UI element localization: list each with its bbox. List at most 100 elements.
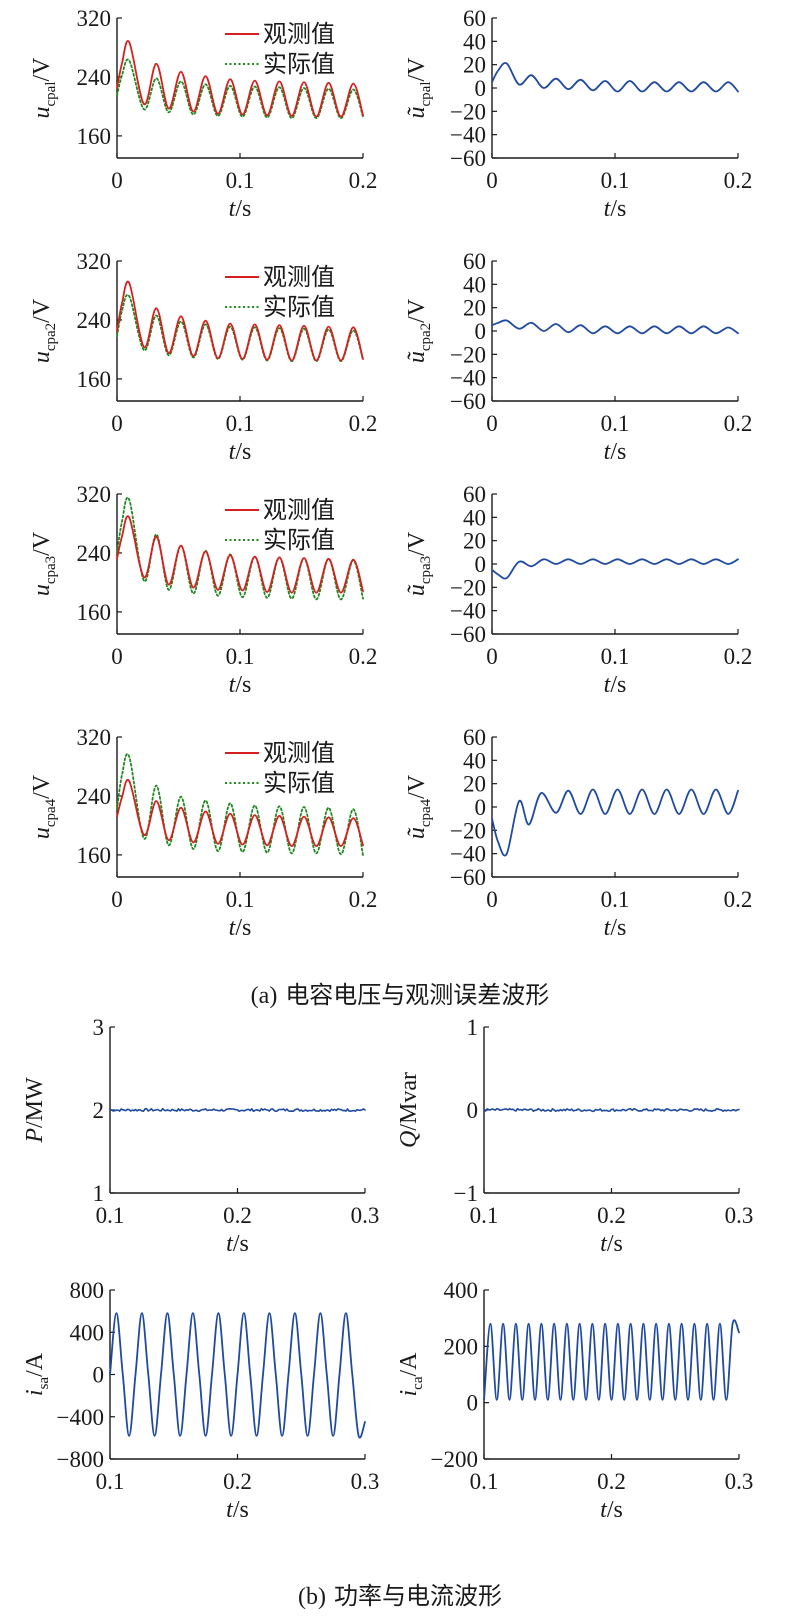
x-tick-label: 0.1	[226, 887, 255, 912]
x-tick-label: 0.1	[96, 1203, 125, 1228]
x-tick-label: 0.2	[349, 411, 378, 436]
x-axis-label: t/s	[604, 672, 627, 698]
x-tick-label: 0.1	[601, 887, 630, 912]
y-tick-label: 1	[93, 1181, 105, 1206]
series-error-line	[491, 62, 739, 93]
y-axis-label: P/MW	[22, 1077, 48, 1144]
series-observed-line	[116, 515, 364, 594]
x-tick-label: 0.1	[601, 168, 630, 193]
x-tick-label: 0.2	[724, 411, 753, 436]
x-tick-label: 0.1	[96, 1469, 125, 1494]
y-tick-label: 40	[463, 272, 486, 297]
legend-observed-label: 观测值	[263, 263, 335, 291]
y-tick-label: 320	[77, 482, 112, 507]
legend-actual-label: 实际值	[263, 293, 335, 321]
y-axis-label: ucpal/V	[29, 57, 59, 119]
y-tick-label: 40	[463, 505, 486, 530]
y-tick-label: −800	[57, 1447, 104, 1472]
y-tick-label: −40	[450, 366, 486, 391]
x-axis-label: t/s	[604, 439, 627, 465]
x-axis-label: t/s	[229, 196, 252, 222]
y-tick-label: −20	[450, 575, 486, 600]
y-tick-label: 40	[463, 748, 486, 773]
x-axis-label: t/s	[600, 1231, 623, 1257]
series-error-line	[491, 319, 739, 335]
x-tick-label: 0.2	[349, 887, 378, 912]
y-tick-label: −60	[450, 146, 486, 171]
y-tick-label: 0	[467, 1391, 479, 1416]
y-tick-label: 240	[77, 784, 112, 809]
legend-observed-label: 观测值	[263, 20, 335, 48]
x-tick-label: 0.1	[226, 644, 255, 669]
y-axis-label: Q/Mvar	[396, 1072, 422, 1148]
y-tick-label: −400	[57, 1405, 104, 1430]
series-error-line	[109, 1107, 366, 1113]
y-tick-label: −20	[450, 342, 486, 367]
x-tick-label: 0.1	[226, 411, 255, 436]
y-tick-label: 400	[444, 1278, 479, 1303]
y-tick-label: 160	[77, 600, 112, 625]
y-axis-label: isa/A	[22, 1352, 52, 1396]
y-tick-label: 0	[467, 1098, 479, 1123]
y-tick-label: 200	[444, 1334, 479, 1359]
x-tick-label: 0	[486, 644, 498, 669]
series-error-line	[491, 788, 739, 857]
y-tick-label: 20	[463, 53, 486, 78]
legend-actual-label: 实际值	[263, 769, 335, 797]
y-tick-label: −60	[450, 622, 486, 647]
y-axis-label: ũcpa3/V	[404, 531, 434, 596]
series-error-line	[483, 1319, 740, 1401]
series-error-line	[491, 558, 739, 580]
y-tick-label: 0	[475, 76, 487, 101]
series-observed-line	[116, 778, 364, 848]
x-tick-label: 0.2	[223, 1469, 252, 1494]
y-tick-label: 0	[475, 795, 487, 820]
y-tick-label: 0	[475, 319, 487, 344]
y-tick-label: −20	[450, 99, 486, 124]
y-tick-label: 40	[463, 29, 486, 54]
y-tick-label: −1	[454, 1181, 478, 1206]
series-error-line	[109, 1312, 366, 1439]
y-axis-label: ũcpal/V	[404, 57, 434, 119]
x-tick-label: 0.3	[725, 1469, 754, 1494]
y-tick-label: −200	[431, 1447, 478, 1472]
y-tick-label: 20	[463, 772, 486, 797]
y-tick-label: 320	[77, 249, 112, 274]
x-tick-label: 0.1	[226, 168, 255, 193]
series-error-line	[483, 1107, 740, 1113]
x-axis-label: t/s	[226, 1497, 249, 1523]
y-tick-label: −40	[450, 842, 486, 867]
x-tick-label: 0	[486, 887, 498, 912]
x-axis-label: t/s	[226, 1231, 249, 1257]
y-tick-label: 20	[463, 296, 486, 321]
legend-actual-label: 实际值	[263, 526, 335, 554]
y-tick-label: 240	[77, 541, 112, 566]
y-tick-label: 400	[70, 1320, 105, 1345]
x-tick-label: 0.1	[470, 1203, 499, 1228]
x-tick-label: 0.2	[724, 644, 753, 669]
x-axis-label: t/s	[604, 915, 627, 941]
y-tick-label: 160	[77, 124, 112, 149]
series-observed-line	[116, 280, 364, 362]
y-tick-label: −60	[450, 865, 486, 890]
chart-P: 3 2 10.1 0.2 0.3 t/s P/MW	[22, 1015, 379, 1257]
y-tick-label: 60	[463, 6, 486, 31]
x-tick-label: 0	[486, 168, 498, 193]
x-axis-label: t/s	[229, 672, 252, 698]
y-tick-label: 3	[93, 1015, 105, 1040]
x-axis-label: t/s	[600, 1497, 623, 1523]
x-tick-label: 0.2	[349, 644, 378, 669]
x-axis-label: t/s	[229, 915, 252, 941]
chart-Q: 1 0 −10.1 0.2 0.3 t/s Q/Mvar	[396, 1015, 753, 1257]
y-tick-label: 240	[77, 65, 112, 90]
